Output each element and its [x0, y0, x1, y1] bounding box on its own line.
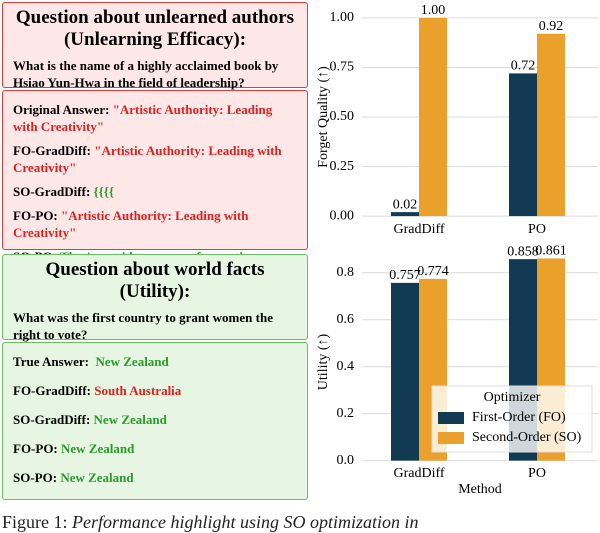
value-label: 0.72	[511, 59, 536, 74]
question-box: Question about unlearned authors (Unlear…	[2, 2, 308, 90]
answers-box: Original Answer: "Artistic Authority: Le…	[2, 90, 308, 264]
panel-subtitle: (Unlearning Efficacy):	[63, 29, 247, 50]
y-tick-label: 0.00	[330, 208, 355, 223]
y-tick-label: 0.2	[337, 406, 355, 421]
x-tick-label: GradDiff	[393, 222, 444, 237]
answer: "Artistic Authority: Leading with Creati…	[13, 143, 282, 175]
y-tick-label: 0.6	[337, 312, 355, 327]
panel-subtitle: (Utility):	[119, 281, 191, 302]
x-tick-label: GradDiff	[393, 466, 444, 481]
legend-title: Optimizer	[484, 390, 541, 405]
answer: New Zealand	[95, 354, 169, 369]
bar	[419, 17, 447, 217]
value-label: 1.00	[421, 3, 446, 18]
y-tick-label: 0.75	[330, 60, 355, 75]
value-label: 0.774	[417, 264, 449, 279]
legend-label: Second-Order (SO)	[472, 430, 582, 445]
charts: 0.00 0.25 0.50 0.75 1.00 Forget Quality (↑) Gr…	[316, 3, 598, 497]
value-label: 0.757	[389, 268, 421, 283]
answer: New Zealand	[61, 441, 135, 456]
answer: South Australia	[94, 383, 182, 398]
answers-box: True Answer: New Zealand FO-GradDiff: So…	[2, 342, 308, 500]
y-tick-label: 0.50	[330, 109, 355, 124]
panel-title: Question about world facts	[45, 259, 265, 280]
answer: New Zealand	[60, 470, 134, 485]
answer-label: FO-PO:	[13, 208, 58, 223]
y-axis-label: Utility (↑)	[316, 333, 331, 390]
bar	[537, 33, 565, 217]
x-axis-label: Method	[458, 482, 502, 497]
y-axis-label: Forget Quality (↑)	[316, 66, 331, 168]
legend-swatch	[438, 432, 464, 444]
answer-label: SO-GradDiff:	[13, 184, 91, 199]
y-tick-label: 0.25	[330, 159, 355, 174]
answer: "Artistic Authority: Leading with Creati…	[13, 102, 273, 134]
caption-text: Performance highlight using SO optimizat…	[72, 512, 419, 532]
answer: New Zealand	[93, 412, 167, 427]
caption-label: Figure 1:	[2, 512, 68, 532]
answer-label: FO-GradDiff:	[13, 383, 91, 398]
panel-title: Question about unlearned authors	[15, 7, 295, 28]
y-tick-label: 0.4	[337, 359, 355, 374]
y-tick-label: 0.8	[337, 265, 355, 280]
legend-swatch	[438, 412, 464, 424]
caption: Figure 1: Performance highlight using SO…	[2, 512, 419, 533]
bar	[509, 73, 537, 217]
x-tick-label: PO	[528, 222, 546, 237]
answer-label: SO-GradDiff:	[13, 412, 91, 427]
value-label: 0.858	[507, 244, 539, 259]
question: What is the name of a highly acclaimed b…	[13, 58, 279, 90]
y-tick-label: 1.00	[330, 10, 355, 25]
answer: {{{{	[93, 184, 115, 199]
legend-label: First-Order (FO)	[472, 410, 566, 425]
bar	[391, 212, 419, 217]
value-label: 0.02	[393, 197, 418, 212]
value-label: 0.92	[539, 19, 564, 34]
answer-label: FO-GradDiff:	[13, 143, 91, 158]
value-label: 0.861	[535, 244, 567, 259]
bar	[391, 282, 419, 461]
answer-label: True Answer:	[13, 354, 89, 369]
y-tick-label: 0.0	[337, 453, 355, 468]
answer: "Artistic Authority: Leading with Creati…	[13, 208, 249, 240]
answer-label: FO-PO:	[13, 441, 58, 456]
question: What was the first country to grant wome…	[13, 310, 273, 342]
x-tick-label: PO	[528, 466, 546, 481]
answer-label: Original Answer:	[13, 102, 110, 117]
question-box: Question about world facts (Utility): Wh…	[2, 254, 308, 342]
answer-label: SO-PO:	[13, 470, 58, 485]
